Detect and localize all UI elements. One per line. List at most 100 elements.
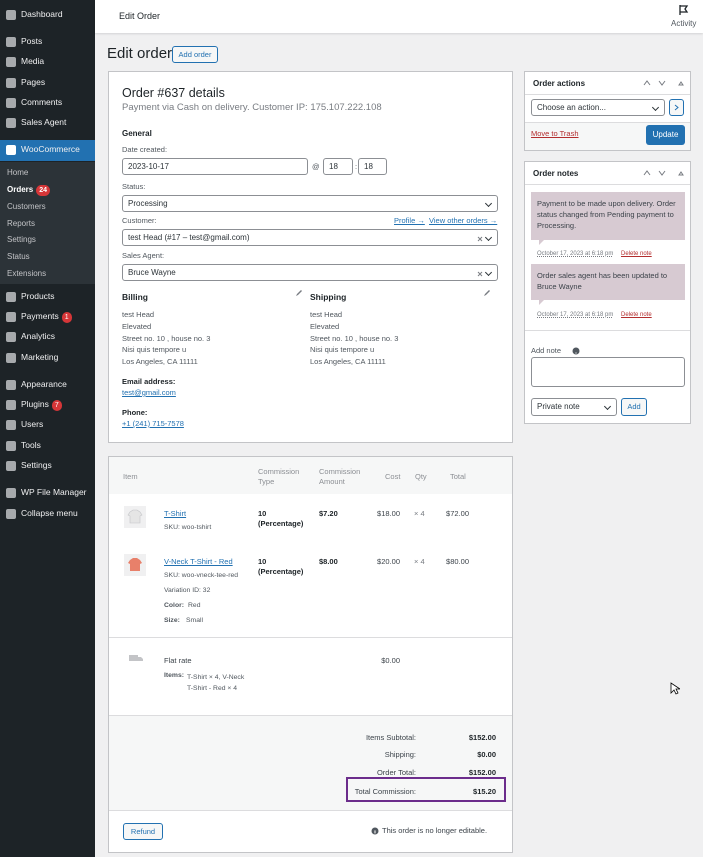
submenu-item[interactable]: Reports <box>7 219 35 228</box>
menu-item[interactable]: Products <box>21 291 55 301</box>
refund-button[interactable]: Refund <box>123 823 163 840</box>
menu-item[interactable]: WP File Manager <box>21 487 87 497</box>
menu-label[interactable]: WooCommerce <box>21 144 80 154</box>
clear-icon[interactable] <box>477 271 483 277</box>
submenu-item[interactable]: Orders 24 <box>7 185 51 196</box>
submenu-background <box>0 162 95 284</box>
menu-icon <box>6 332 16 342</box>
action-select[interactable]: Choose an action... <box>531 99 665 116</box>
submenu-label[interactable]: Status <box>7 252 30 261</box>
agent-select[interactable]: Bruce Wayne <box>122 264 498 281</box>
menu-label[interactable]: WP File Manager <box>21 487 87 497</box>
submenu-label[interactable]: Home <box>7 168 29 177</box>
menu-item[interactable]: Pages <box>21 77 45 87</box>
menu-item[interactable]: Comments <box>21 97 62 107</box>
submenu-label[interactable]: Customers <box>7 202 46 211</box>
update-button[interactable]: Update <box>646 125 685 145</box>
menu-label[interactable]: Settings <box>21 460 52 470</box>
total-label: Total Commission: <box>354 787 416 796</box>
menu-icon <box>6 292 16 302</box>
note-textarea[interactable] <box>531 357 685 387</box>
note-type-select[interactable]: Private note <box>531 398 617 416</box>
submenu-label[interactable]: Settings <box>7 235 36 244</box>
menu-item[interactable]: Tools <box>21 440 41 450</box>
column-header: Total <box>450 472 466 481</box>
commission-value: 10 <box>258 557 267 566</box>
menu-label[interactable]: Payments <box>21 311 59 321</box>
activity-label[interactable]: Activity <box>671 19 697 28</box>
menu-label[interactable]: Appearance <box>21 379 67 389</box>
menu-item[interactable]: Marketing <box>21 352 58 362</box>
menu-item[interactable]: Plugins 7 <box>21 399 62 411</box>
menu-item[interactable]: Collapse menu <box>21 508 78 518</box>
phone-link[interactable]: +1 (241) 715-7578 <box>122 419 184 428</box>
submenu-item[interactable]: Settings <box>7 235 36 244</box>
menu-item[interactable]: Settings <box>21 460 52 470</box>
submenu-label[interactable]: Orders <box>7 185 34 194</box>
add-order-button[interactable]: Add order <box>172 46 218 63</box>
menu-item[interactable]: Analytics <box>21 331 55 341</box>
menu-label[interactable]: Sales Agent <box>21 117 67 127</box>
add-note-button[interactable]: Add <box>621 398 647 416</box>
help-icon[interactable] <box>572 347 580 355</box>
menu-label[interactable]: Pages <box>21 77 46 87</box>
customer-select[interactable]: test Head (#17 – test@gmail.com) <box>122 229 498 246</box>
note-date: October 17, 2023 at 6:18 pm <box>537 251 614 257</box>
menu-item[interactable]: Posts <box>21 36 42 46</box>
menu-item[interactable]: Sales Agent <box>21 117 66 127</box>
hour-input[interactable]: 18 <box>323 158 353 175</box>
activity-icon[interactable] <box>677 4 689 16</box>
menu-item[interactable]: Media <box>21 56 44 66</box>
total-value: $152.00 <box>468 768 496 777</box>
submenu-item[interactable]: Home <box>7 168 28 177</box>
menu-item[interactable]: Payments 1 <box>21 311 72 323</box>
meta-value: Red <box>188 602 201 609</box>
submenu-label[interactable]: Reports <box>7 219 36 228</box>
profile-link[interactable]: Profile → <box>394 216 425 225</box>
menu-label[interactable]: Tools <box>21 440 41 450</box>
shipping-cost: $0.00 <box>381 656 400 665</box>
submenu-item[interactable]: Status <box>7 252 30 261</box>
menu-label[interactable]: Products <box>21 291 55 301</box>
note-pointer <box>539 240 544 245</box>
item-cost: $20.00 <box>377 557 400 566</box>
menu-label[interactable]: Collapse menu <box>21 508 78 518</box>
status-select[interactable]: Processing <box>122 195 498 212</box>
edit-icon[interactable] <box>483 290 490 297</box>
menu-icon <box>6 312 16 322</box>
shipping-items-label: Items: <box>164 672 185 679</box>
menu-label[interactable]: Analytics <box>21 331 56 341</box>
date-input[interactable]: 2023-10-17 <box>122 158 308 175</box>
clear-icon[interactable] <box>477 236 483 242</box>
menu-item[interactable]: WooCommerce <box>21 144 80 154</box>
product-link[interactable]: T-Shirt <box>164 509 187 518</box>
note-bubble: Order sales agent has been updated to Br… <box>531 264 685 300</box>
apply-action-button[interactable] <box>669 99 684 116</box>
box-controls[interactable] <box>643 169 687 177</box>
submenu-item[interactable]: Customers <box>7 202 46 211</box>
menu-icon <box>6 420 16 430</box>
edit-icon[interactable] <box>295 290 302 297</box>
trash-link[interactable]: Move to Trash <box>531 129 579 138</box>
menu-label[interactable]: Dashboard <box>21 9 63 19</box>
minute-input[interactable]: 18 <box>358 158 387 175</box>
submenu-item[interactable]: Extensions <box>7 269 46 278</box>
menu-label[interactable]: Marketing <box>21 352 59 362</box>
menu-item[interactable]: Users <box>21 419 43 429</box>
menu-label[interactable]: Posts <box>21 36 43 46</box>
menu-item[interactable]: Dashboard <box>21 9 63 19</box>
menu-item[interactable]: Appearance <box>21 379 67 389</box>
delete-note-link[interactable]: Delete note <box>621 312 652 318</box>
other-orders-link[interactable]: View other orders → <box>429 216 498 225</box>
submenu-label[interactable]: Extensions <box>7 269 47 278</box>
menu-label[interactable]: Plugins <box>21 399 49 409</box>
box-controls[interactable] <box>643 79 687 87</box>
menu-label[interactable]: Media <box>21 56 45 66</box>
menu-label[interactable]: Comments <box>21 97 63 107</box>
delete-note-link[interactable]: Delete note <box>621 251 652 257</box>
product-link[interactable]: V-Neck T-Shirt - Red <box>164 557 233 566</box>
menu-label[interactable]: Users <box>21 419 44 429</box>
email-link[interactable]: test@gmail.com <box>122 388 176 397</box>
menu-icon <box>6 380 16 390</box>
